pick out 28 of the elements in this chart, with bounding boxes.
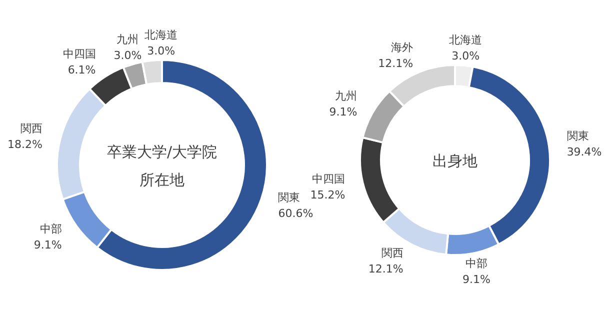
text: 卒業大学/大学院所在地 — [106, 143, 218, 189]
data-label: 3.0% — [452, 50, 480, 62]
data-label: 18.2% — [8, 138, 42, 151]
slice-label: 中四国 — [312, 172, 346, 186]
data-label: 3.0% — [114, 48, 142, 62]
slice-label: 中部 — [466, 256, 488, 270]
data-label: 12.1% — [368, 262, 404, 276]
text: 出身地 — [432, 152, 478, 170]
data-label: 60.6% — [278, 207, 314, 220]
data-label: 6.1% — [68, 63, 96, 76]
data-label: 15.2% — [310, 188, 346, 202]
data-label: 3.0% — [147, 44, 176, 58]
slice-label: 九州 — [116, 32, 139, 46]
data-label: 12.1% — [378, 57, 414, 70]
slice-label: 北海道 — [144, 28, 178, 42]
slice-label: 中四国 — [62, 47, 96, 60]
slice-label: 北海道 — [449, 34, 482, 46]
data-label: 9.1% — [462, 272, 490, 286]
slice-label: 中部 — [40, 222, 62, 236]
data-label: 39.4% — [566, 146, 602, 159]
slice-label: 関東 — [278, 191, 300, 204]
data-label: 9.1% — [34, 238, 62, 252]
slice-label: 関西 — [381, 246, 404, 260]
data-label: 9.1% — [329, 105, 358, 118]
slice-label: 関西 — [20, 122, 42, 135]
slice-label: 関東 — [566, 130, 589, 143]
slice-label: 九州 — [335, 89, 358, 102]
slice-label: 海外 — [391, 41, 414, 54]
